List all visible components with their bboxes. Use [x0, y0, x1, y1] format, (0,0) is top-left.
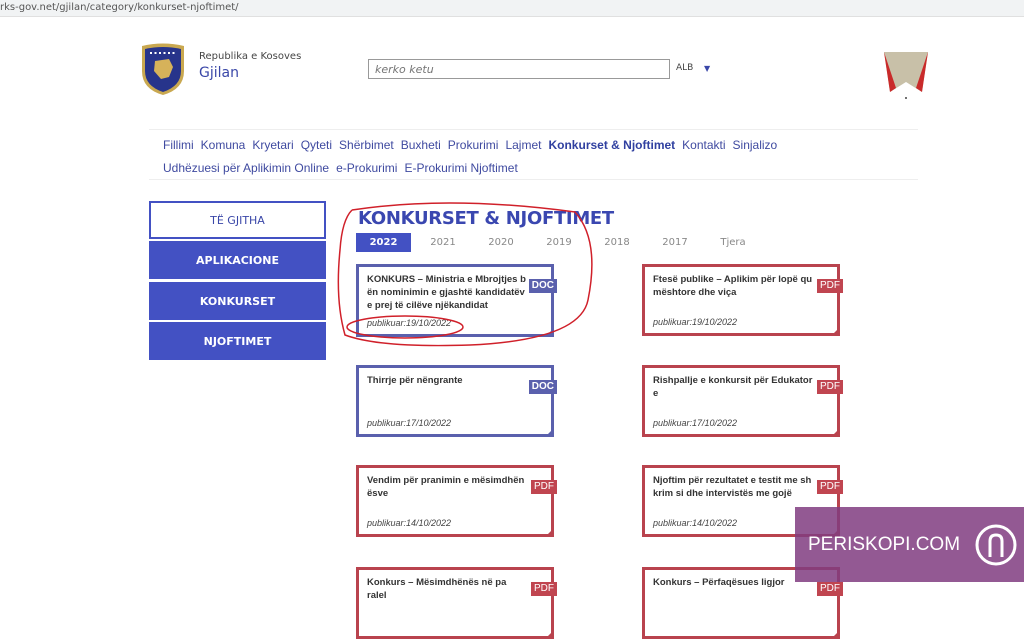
year-tabs: 2022 2021 2020 2019 2018 2017 Tjera: [356, 233, 762, 252]
corner-fold-icon: [831, 428, 840, 437]
publish-date: [653, 620, 829, 631]
watermark-text: PERISKOPI.COM: [808, 533, 961, 555]
document-card[interactable]: KONKURS – Ministria e Mbrojtjes bën nomi…: [356, 264, 557, 337]
main-navigation: Fillimi Komuna Kryetari Qyteti Shërbimet Buxh…: [149, 129, 918, 180]
nav-row: Udhëzuesi për Aplikimin Online e-Prokurim…: [163, 157, 918, 179]
tab-year[interactable]: 2017: [662, 237, 688, 248]
nav-item[interactable]: Kryetari: [252, 138, 294, 152]
corner-fold-icon: [545, 528, 554, 537]
chevron-down-icon[interactable]: ▼: [704, 64, 711, 73]
nav-item[interactable]: Qyteti: [300, 138, 333, 152]
card-title[interactable]: Thirrje për nëngrante: [367, 375, 463, 386]
file-type-badge: DOC: [528, 380, 557, 394]
corner-fold-icon: [545, 630, 554, 639]
tab-year[interactable]: 2022: [356, 233, 411, 252]
corner-fold-icon: [831, 630, 840, 639]
file-type-badge: PDF: [817, 380, 843, 394]
card-title[interactable]: Njoftim për rezultatet e testit me shkri…: [653, 475, 812, 499]
nav-item[interactable]: Buxheti: [400, 138, 441, 152]
municipality-emblem: [884, 52, 928, 99]
corner-fold-icon: [545, 328, 554, 337]
document-card[interactable]: Vendim për pranimin e mësimdhënësve publi…: [356, 465, 557, 537]
file-type-badge: DOC: [528, 279, 557, 293]
nav-item[interactable]: Kontakti: [682, 138, 726, 152]
nav-item[interactable]: Konkurset & Njoftimet: [548, 138, 676, 152]
file-type-badge: PDF: [531, 582, 557, 596]
publish-date: publikuar:14/10/2022: [653, 518, 738, 528]
card-title[interactable]: Rishpallje e konkursit për Edukatore: [653, 375, 813, 399]
republic-label: Republika e Kosoves: [199, 51, 302, 62]
sidebar-item-applications[interactable]: APLIKACIONE: [149, 241, 326, 279]
nav-item[interactable]: Sinjalizo: [732, 138, 778, 152]
address-bar[interactable]: rks-gov.net/gjilan/category/konkurset-nj…: [0, 0, 1024, 17]
card-title[interactable]: Konkurs – Mësimdhënës në paralel: [367, 577, 507, 601]
file-type-badge: PDF: [817, 480, 843, 494]
card-title[interactable]: Ftesë publike – Aplikim për lopë qumësht…: [653, 274, 813, 298]
tab-year[interactable]: 2021: [430, 237, 456, 248]
publish-date: publikuar:17/10/2022: [367, 418, 452, 428]
nav-item[interactable]: Fillimi: [163, 138, 194, 152]
sidebar-item-all[interactable]: TË GJITHA: [149, 201, 326, 239]
sidebar-item-announcements[interactable]: NJOFTIMET: [149, 322, 326, 360]
publish-date: publikuar:19/10/2022: [367, 318, 452, 328]
nav-item[interactable]: E-Prokurimi Njoftimet: [404, 161, 518, 175]
tab-year[interactable]: 2019: [546, 237, 572, 248]
document-card[interactable]: Thirrje për nëngrante publikuar:17/10/202…: [356, 365, 557, 437]
file-type-badge: PDF: [531, 480, 557, 494]
periskopi-logo-icon: [975, 524, 1017, 565]
publish-date: [367, 620, 543, 631]
nav-item[interactable]: Komuna: [200, 138, 246, 152]
document-card[interactable]: Rishpallje e konkursit për Edukatore publ…: [642, 365, 843, 437]
publish-date: publikuar:17/10/2022: [653, 418, 738, 428]
periskopi-watermark: PERISKOPI.COM: [795, 507, 1024, 582]
corner-fold-icon: [831, 327, 840, 336]
page-title: KONKURSET & NJOFTIMET: [358, 208, 614, 229]
card-title[interactable]: Konkurs – Përfaqësues ligjor: [653, 577, 785, 588]
document-card[interactable]: Konkurs – Mësimdhënës në paralel PDF: [356, 567, 557, 639]
card-title[interactable]: Vendim për pranimin e mësimdhënësve: [367, 475, 525, 499]
file-type-badge: PDF: [817, 582, 843, 596]
publish-date: publikuar:14/10/2022: [367, 518, 452, 528]
search-input[interactable]: [368, 59, 670, 79]
sidebar-item-competitions[interactable]: KONKURSET: [149, 282, 326, 320]
publish-date: publikuar:19/10/2022: [653, 317, 738, 327]
tab-year[interactable]: 2020: [488, 237, 514, 248]
card-title[interactable]: KONKURS – Ministria e Mbrojtjes bën nomi…: [367, 274, 526, 311]
nav-item[interactable]: Shërbimet: [339, 138, 394, 152]
tab-year[interactable]: 2018: [604, 237, 630, 248]
nav-item[interactable]: Prokurimi: [447, 138, 499, 152]
document-card[interactable]: Njoftim për rezultatet e testit me shkri…: [642, 465, 843, 537]
corner-fold-icon: [545, 428, 554, 437]
nav-row: Fillimi Komuna Kryetari Qyteti Shërbimet Buxh…: [163, 134, 918, 157]
city-name[interactable]: Gjilan: [199, 65, 239, 81]
nav-item[interactable]: Lajmet: [505, 138, 542, 152]
file-type-badge: PDF: [817, 279, 843, 293]
nav-item[interactable]: e-Prokurimi: [336, 161, 398, 175]
kosovo-coat-of-arms-logo[interactable]: [139, 43, 187, 96]
document-card[interactable]: Ftesë publike – Aplikim për lopë qumësht…: [642, 264, 843, 336]
language-selector[interactable]: ALB: [676, 63, 694, 73]
tab-year[interactable]: Tjera: [720, 237, 746, 248]
nav-item[interactable]: Udhëzuesi për Aplikimin Online: [163, 161, 330, 175]
